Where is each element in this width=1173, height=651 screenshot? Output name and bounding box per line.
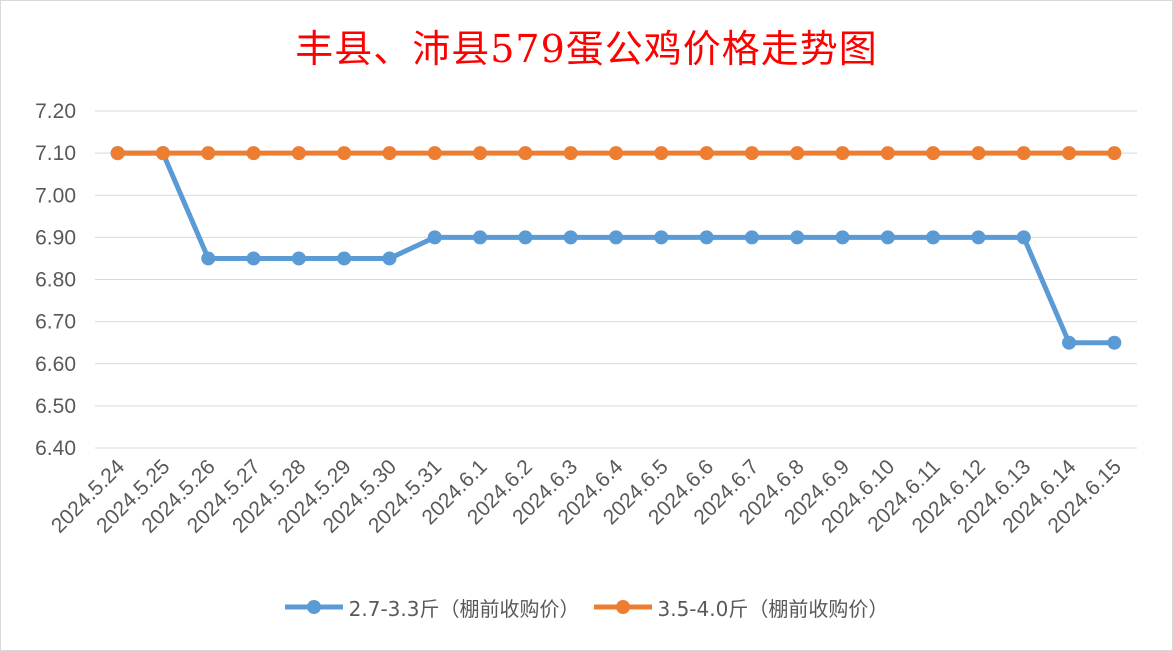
data-point: [654, 230, 669, 245]
data-point: [790, 230, 805, 245]
data-point: [291, 251, 306, 266]
data-point: [427, 146, 442, 161]
y-tick-label: 7.10: [35, 142, 76, 165]
legend-item-series-2: 3.5-4.0斤（棚前收购价）: [593, 593, 889, 622]
legend-label-series-1: 2.7-3.3斤（棚前收购价）: [348, 596, 580, 621]
series-line-1: [117, 150, 1115, 346]
data-point: [201, 146, 216, 161]
data-point: [110, 146, 125, 161]
legend-swatch-series-2: [593, 600, 652, 614]
legend-label-series-2: 3.5-4.0斤（棚前收购价）: [657, 596, 889, 621]
y-axis-ticks: 6.40 6.50 6.60 6.70 6.80 6.90 7.00 7.10 7.20: [35, 100, 76, 460]
data-point: [1062, 335, 1077, 350]
data-point: [246, 146, 261, 161]
data-point: [835, 146, 850, 161]
y-tick-label: 6.90: [35, 226, 76, 249]
data-point: [155, 146, 170, 161]
data-point: [926, 146, 941, 161]
data-point: [880, 230, 895, 245]
data-point: [880, 146, 895, 161]
data-point: [291, 146, 306, 161]
data-point: [926, 230, 941, 245]
data-point: [1016, 230, 1031, 245]
data-point: [246, 251, 261, 266]
y-tick-label: 6.80: [35, 269, 76, 292]
data-point: [518, 230, 533, 245]
data-point: [518, 146, 533, 161]
data-point: [971, 230, 986, 245]
data-point: [382, 251, 397, 266]
data-point: [1107, 146, 1122, 161]
data-point: [337, 146, 352, 161]
data-point: [654, 146, 669, 161]
data-point: [609, 230, 623, 245]
data-point: [744, 230, 759, 245]
series-lines: [110, 146, 1122, 350]
data-point: [382, 146, 397, 161]
data-point: [427, 230, 442, 245]
legend: 2.7-3.3斤（棚前收购价） 3.5-4.0斤（棚前收购价）: [0, 590, 1173, 624]
chart-title: 丰县、沛县579蛋公鸡价格走势图: [295, 27, 878, 71]
series-2: [110, 146, 1122, 161]
y-tick-label: 6.60: [35, 353, 76, 376]
y-tick-label: 6.50: [35, 395, 76, 418]
gridlines: [95, 110, 1137, 449]
y-tick-label: 6.40: [35, 437, 76, 460]
data-point: [473, 230, 488, 245]
data-point: [744, 146, 759, 161]
data-point: [563, 146, 578, 161]
data-point: [563, 230, 578, 245]
x-axis-ticks: 2024.5.242024.5.252024.5.262024.5.272024…: [47, 455, 1126, 538]
data-point: [790, 146, 805, 161]
data-point: [1016, 146, 1031, 161]
data-point: [971, 146, 986, 161]
data-point: [699, 230, 714, 245]
data-point: [201, 251, 216, 266]
data-point: [835, 230, 850, 245]
data-point: [473, 146, 488, 161]
data-point: [699, 146, 714, 161]
series-1: [110, 146, 1122, 350]
y-tick-label: 7.00: [35, 184, 76, 207]
data-point: [337, 251, 352, 266]
data-point: [1062, 146, 1077, 161]
data-point: [609, 146, 623, 161]
legend-item-series-1: 2.7-3.3斤（棚前收购价）: [284, 593, 580, 622]
data-point: [1107, 335, 1122, 350]
y-tick-label: 6.70: [35, 311, 76, 334]
legend-swatch-series-1: [284, 600, 343, 614]
y-tick-label: 7.20: [35, 100, 76, 123]
